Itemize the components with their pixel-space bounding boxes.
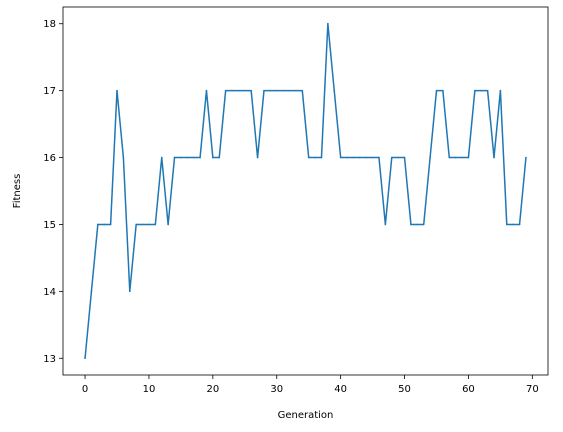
- y-tick-label: 15: [43, 220, 56, 231]
- data-point: [122, 156, 125, 159]
- data-point: [148, 223, 150, 226]
- data-point: [429, 156, 431, 159]
- x-tick-label: 70: [526, 384, 539, 395]
- data-point: [103, 223, 106, 226]
- data-point: [295, 89, 297, 92]
- data-point: [128, 290, 131, 293]
- data-point: [180, 156, 182, 159]
- data-point: [333, 89, 336, 92]
- data-point: [141, 223, 144, 226]
- data-point: [288, 89, 291, 92]
- data-point: [314, 156, 316, 159]
- data-point: [218, 156, 221, 159]
- data-point: [320, 156, 323, 159]
- data-point: [224, 89, 227, 92]
- data-point: [435, 89, 438, 92]
- data-point: [109, 223, 112, 226]
- data-point: [116, 89, 118, 92]
- data-point: [167, 223, 169, 226]
- x-tick-label: 50: [398, 384, 411, 395]
- data-point: [90, 290, 93, 293]
- data-point: [346, 156, 348, 159]
- data-point: [263, 89, 265, 92]
- data-point: [352, 156, 355, 159]
- data-point: [256, 156, 259, 159]
- data-point: [525, 156, 527, 159]
- data-point: [199, 156, 201, 159]
- y-tick-label: 14: [43, 287, 56, 298]
- data-point: [205, 89, 208, 92]
- data-point: [154, 223, 157, 226]
- data-point: [480, 89, 483, 92]
- data-point: [275, 89, 278, 92]
- data-point: [512, 223, 514, 226]
- y-axis-label: Fitness: [12, 174, 23, 209]
- data-point: [192, 156, 195, 159]
- data-point: [461, 156, 463, 159]
- data-point: [237, 89, 240, 92]
- data-point: [474, 89, 476, 92]
- data-point: [307, 156, 310, 159]
- data-point: [422, 223, 425, 226]
- plot-area-frame: [62, 6, 549, 376]
- data-point: [371, 156, 374, 159]
- y-axis-ticks: 13 14 15 16 17 18: [43, 19, 63, 365]
- data-point: [250, 89, 252, 92]
- data-point: [410, 223, 412, 226]
- data-point: [390, 156, 393, 159]
- y-tick-label: 16: [43, 153, 56, 164]
- data-point: [454, 156, 457, 159]
- data-point: [97, 223, 99, 226]
- x-axis-ticks: 0 10 20 30 40 50 60 70: [82, 375, 539, 395]
- data-point: [84, 357, 86, 360]
- data-point: [448, 156, 451, 159]
- y-tick-label: 17: [43, 86, 56, 97]
- data-point: [505, 223, 508, 226]
- data-point: [269, 89, 272, 92]
- data-point: [486, 89, 489, 92]
- fitness-series-line: [84, 22, 527, 359]
- x-tick-label: 40: [334, 384, 347, 395]
- data-point: [327, 22, 329, 25]
- data-point: [499, 89, 502, 92]
- x-axis-label: Generation: [278, 410, 334, 421]
- data-point: [467, 156, 470, 159]
- x-tick-label: 0: [82, 384, 88, 395]
- y-tick-label: 18: [43, 19, 56, 30]
- data-point: [212, 156, 214, 159]
- x-tick-label: 60: [462, 384, 475, 395]
- data-point: [301, 89, 304, 92]
- data-point: [518, 223, 521, 226]
- y-tick-label: 13: [43, 354, 56, 365]
- data-point: [493, 156, 495, 159]
- data-point: [442, 89, 444, 92]
- data-point: [384, 223, 387, 226]
- data-point: [243, 89, 246, 92]
- data-point: [403, 156, 406, 159]
- x-tick-label: 20: [206, 384, 219, 395]
- data-point: [378, 156, 380, 159]
- data-point: [282, 89, 284, 92]
- x-tick-label: 10: [143, 384, 156, 395]
- data-point: [397, 156, 399, 159]
- data-point: [231, 89, 233, 92]
- data-point: [160, 156, 163, 159]
- data-point: [173, 156, 176, 159]
- x-tick-label: 30: [270, 384, 283, 395]
- data-point: [365, 156, 368, 159]
- data-point: [135, 223, 137, 226]
- data-point: [339, 156, 342, 159]
- plot-layer: [84, 22, 527, 360]
- data-point: [186, 156, 189, 159]
- data-point: [359, 156, 361, 159]
- data-point: [416, 223, 419, 226]
